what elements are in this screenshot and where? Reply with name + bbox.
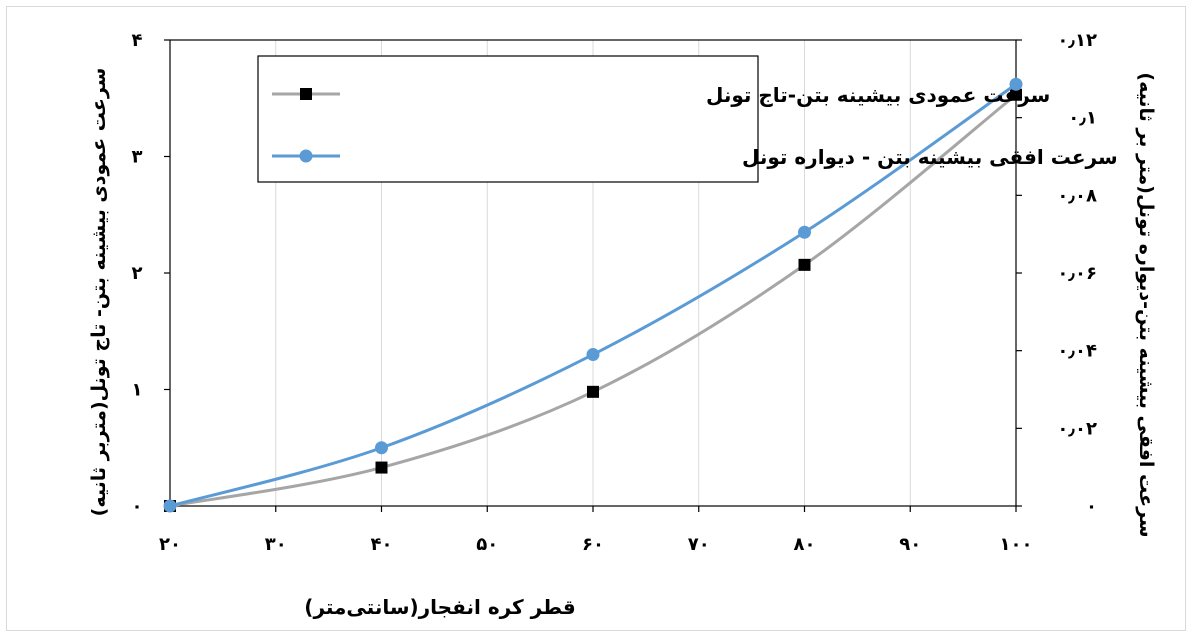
y-left-axis-label: سرعت عمودی بیشینه بتن- تاج تونل(متربر ثا… <box>88 68 110 517</box>
y-left-tick-label: ۳ <box>132 147 143 168</box>
legend-marker-circle <box>299 149 313 163</box>
y-right-axis-label: سرعت افقی بیشینه بتن-دیواره تونل(متر بر … <box>1135 72 1157 537</box>
legend-label-horizontal: سرعت افقی بیشینه بتن - دیواره تونل <box>742 145 1118 169</box>
y-right-tick-label: ۰٫۱۲ <box>1057 30 1097 51</box>
y-left-tick-label: ۰ <box>132 496 143 517</box>
x-tick-label: ۵۰ <box>476 534 498 555</box>
series-layer <box>163 77 1023 513</box>
y-left-tick-label: ۲ <box>132 263 143 284</box>
x-tick-label: ۲۰ <box>159 534 181 555</box>
x-tick-label: ۴۰ <box>371 534 393 555</box>
y-left-tick-label: ۱ <box>132 380 143 401</box>
x-tick-label: ۷۰ <box>688 534 710 555</box>
data-point-circle <box>375 441 388 455</box>
x-ticks: ۲۰ ۳۰ ۴۰ ۵۰ ۶۰ ۷۰ ۸۰ ۹۰ ۱۰۰ <box>159 506 1032 555</box>
y-left-tick-label: ۴ <box>132 30 143 51</box>
legend-marker-square <box>300 88 312 100</box>
x-tick-label: ۹۰ <box>899 534 921 555</box>
legend: سرعت عمودی بیشینه بتن-تاج تونل سرعت افقی… <box>257 55 1118 183</box>
y-right-tick-label: ۰ <box>1086 496 1097 517</box>
x-axis-label: قطر کره انفجار(سانتی‌متر) <box>304 595 575 619</box>
x-tick-label: ۸۰ <box>794 534 816 555</box>
data-point-circle <box>1009 77 1023 91</box>
y-right-tick-label: ۰٫۰۲ <box>1057 418 1097 439</box>
chart-frame <box>6 6 1186 631</box>
data-point-square <box>798 258 811 271</box>
legend-box <box>257 55 759 183</box>
data-point-circle <box>586 348 600 362</box>
y-right-tick-label: ۰٫۱ <box>1068 108 1097 129</box>
x-tick-label: ۶۰ <box>582 534 604 555</box>
y-right-tick-label: ۰٫۰۸ <box>1057 185 1097 206</box>
y-right-ticks: ۰ ۰٫۰۲ ۰٫۰۴ ۰٫۰۶ ۰٫۰۸ ۰٫۱ ۰٫۱۲ <box>1016 30 1097 517</box>
data-point-square <box>1010 88 1022 101</box>
x-tick-label: ۳۰ <box>265 534 287 555</box>
y-left-ticks: ۰ ۱ ۲ ۳ ۴ <box>132 30 170 517</box>
y-right-tick-label: ۰٫۰۴ <box>1057 341 1097 362</box>
data-point-square <box>375 461 388 474</box>
data-point-square <box>587 385 599 398</box>
data-point-circle <box>798 225 811 239</box>
y-right-tick-label: ۰٫۰۶ <box>1057 263 1097 284</box>
data-point-circle <box>163 499 177 513</box>
x-tick-label: ۱۰۰ <box>1000 534 1033 555</box>
legend-label-vertical: سرعت عمودی بیشینه بتن-تاج تونل <box>706 83 1050 107</box>
